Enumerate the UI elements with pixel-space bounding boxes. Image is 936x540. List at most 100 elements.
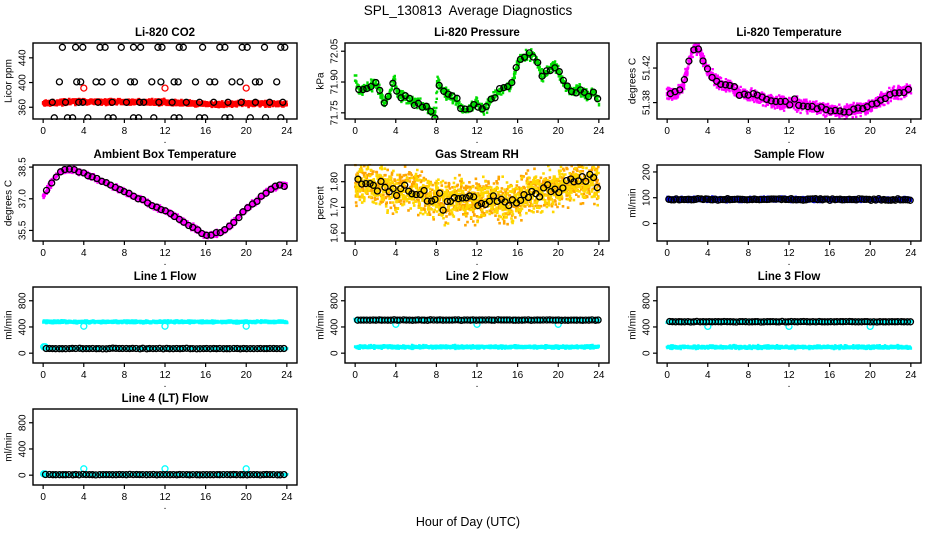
svg-text:0: 0 (17, 350, 28, 356)
svg-text:400: 400 (641, 318, 652, 335)
svg-text:12: 12 (471, 370, 483, 381)
svg-text:800: 800 (17, 292, 28, 309)
svg-text:kPa: kPa (316, 72, 327, 90)
svg-text:0: 0 (664, 248, 670, 259)
panel-li820-co2: Li-820 CO2 0 4 8 12 16 20 24 360 400 440 Licor ppm… (0, 22, 312, 144)
svg-text:20: 20 (865, 126, 877, 137)
svg-text:360: 360 (17, 99, 28, 116)
svg-text:ml/min: ml/min (4, 310, 15, 339)
svg-text:ml/min: ml/min (628, 310, 639, 339)
panel-line4-lt-flow: Line 4 (LT) Flow 0 4 8 12 16 20 24 0 400 800 ml/mi… (0, 388, 312, 510)
svg-text:100: 100 (642, 189, 653, 206)
panel-gas-stream-rh: Gas Stream RH 0 4 8 12 16 20 24 1.60 1.70 1.80 per… (312, 144, 624, 266)
li820-pressure-chart: Li-820 Pressure 0 4 8 12 16 20 24 71.75 71.90 72.… (316, 27, 610, 144)
svg-text:24: 24 (593, 126, 605, 137)
svg-text:16: 16 (200, 370, 212, 381)
svg-text:8: 8 (122, 248, 128, 259)
svg-text:16: 16 (200, 492, 212, 503)
panel-title: Ambient Box Temperature (94, 149, 237, 161)
svg-text:37.0: 37.0 (17, 189, 28, 209)
svg-text:8: 8 (122, 370, 128, 381)
empty-cell (312, 388, 624, 510)
svg-text:4: 4 (81, 370, 87, 381)
svg-text:.: . (788, 135, 791, 144)
svg-text:440: 440 (18, 49, 29, 66)
svg-text:16: 16 (824, 248, 836, 259)
svg-text:72.05: 72.05 (330, 38, 341, 63)
svg-text:51.38: 51.38 (641, 90, 652, 115)
svg-text:0: 0 (40, 370, 46, 381)
ambient-box-temperature-chart: Ambient Box Temperature 0 4 8 12 16 20 24 35.5 3… (4, 149, 298, 266)
svg-text:0: 0 (352, 126, 358, 137)
svg-text:.: . (164, 135, 167, 144)
svg-text:0: 0 (40, 248, 46, 259)
svg-text:Licor ppm: Licor ppm (4, 59, 15, 103)
svg-text:8: 8 (434, 126, 440, 137)
svg-text:20: 20 (553, 126, 565, 137)
svg-text:24: 24 (281, 248, 293, 259)
svg-text:1.60: 1.60 (330, 223, 341, 243)
panel-title: Li-820 CO2 (135, 27, 195, 39)
svg-text:4: 4 (81, 126, 87, 137)
svg-text:12: 12 (159, 370, 171, 381)
svg-text:degrees C: degrees C (628, 58, 639, 104)
svg-text:24: 24 (905, 248, 917, 259)
svg-text:24: 24 (905, 126, 917, 137)
svg-text:8: 8 (122, 492, 128, 503)
svg-text:4: 4 (393, 126, 399, 137)
svg-text:400: 400 (17, 440, 28, 457)
panel-li820-temperature: Li-820 Temperature 0 4 8 12 16 20 24 51.38 51.42… (624, 22, 936, 144)
panel-title: Line 2 Flow (446, 271, 509, 283)
panel-title: Gas Stream RH (435, 149, 519, 161)
svg-text:12: 12 (471, 248, 483, 259)
svg-text:.: . (788, 379, 791, 388)
svg-text:20: 20 (241, 248, 253, 259)
panel-line2-flow: Line 2 Flow 0 4 8 12 16 20 24 0 400 800 ml/min. (312, 266, 624, 388)
svg-text:percent: percent (316, 186, 327, 220)
svg-text:800: 800 (641, 292, 652, 309)
svg-text:51.42: 51.42 (642, 55, 653, 80)
svg-text:38.5: 38.5 (18, 157, 29, 177)
svg-text:20: 20 (553, 370, 565, 381)
svg-text:ml/min: ml/min (4, 432, 15, 461)
empty-cell (624, 388, 936, 510)
panel-ambient-box-temperature: Ambient Box Temperature 0 4 8 12 16 20 24 35.5 3… (0, 144, 312, 266)
svg-text:16: 16 (824, 370, 836, 381)
svg-text:1.70: 1.70 (329, 197, 340, 217)
svg-text:71.90: 71.90 (330, 69, 341, 94)
panel-sample-flow: Sample Flow 0 4 8 12 16 20 24 0 100 200 ml/min. (624, 144, 936, 266)
svg-text:8: 8 (746, 370, 752, 381)
svg-text:0: 0 (641, 220, 652, 226)
svg-text:24: 24 (281, 370, 293, 381)
svg-text:20: 20 (241, 126, 253, 137)
svg-text:0: 0 (17, 472, 28, 478)
svg-text:20: 20 (241, 370, 253, 381)
svg-text:400: 400 (17, 318, 28, 335)
svg-text:16: 16 (512, 370, 524, 381)
panel-li820-pressure: Li-820 Pressure 0 4 8 12 16 20 24 71.75 71.90 72.… (312, 22, 624, 144)
svg-text:800: 800 (17, 414, 28, 431)
svg-text:0: 0 (352, 370, 358, 381)
svg-text:.: . (164, 379, 167, 388)
gas-stream-rh-chart: Gas Stream RH 0 4 8 12 16 20 24 1.60 1.70 1.80per… (316, 149, 610, 266)
panel-title: Li-820 Temperature (736, 27, 841, 39)
svg-text:8: 8 (746, 126, 752, 137)
svg-text:0: 0 (40, 126, 46, 137)
panel-title: Line 4 (LT) Flow (122, 393, 209, 405)
svg-text:16: 16 (824, 126, 836, 137)
svg-text:4: 4 (81, 248, 87, 259)
svg-text:4: 4 (393, 248, 399, 259)
svg-text:800: 800 (329, 292, 340, 309)
svg-text:degrees C: degrees C (4, 180, 15, 226)
svg-text:0: 0 (664, 126, 670, 137)
svg-text:8: 8 (434, 248, 440, 259)
svg-text:4: 4 (393, 370, 399, 381)
svg-text:24: 24 (905, 370, 917, 381)
svg-text:.: . (164, 501, 167, 510)
svg-text:24: 24 (281, 492, 293, 503)
svg-text:4: 4 (705, 248, 711, 259)
